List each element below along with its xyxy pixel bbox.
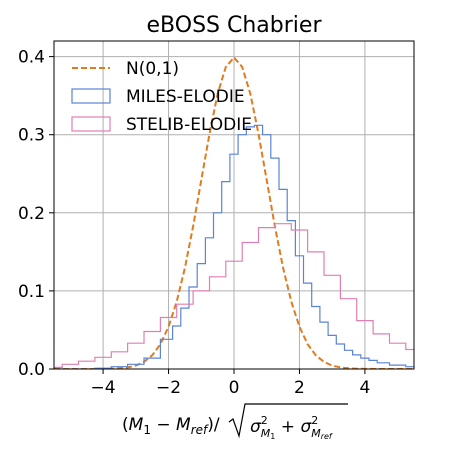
y-tick-label: 0.3 xyxy=(18,126,45,146)
svg-text:(M1 − Mref)/: (M1 − Mref)/ xyxy=(122,415,220,437)
x-tick-label: −2 xyxy=(156,378,181,398)
legend-label: STELIB-ELODIE xyxy=(126,115,252,135)
series-line-2 xyxy=(54,223,414,368)
chart-title: eBOSS Chabrier xyxy=(147,13,323,38)
legend-label: MILES-ELODIE xyxy=(126,87,245,107)
x-axis-label: (M1 − Mref)/ σ2 M1 + σ2 Mref xyxy=(122,403,348,441)
series-layer xyxy=(54,55,414,369)
x-tick-label: 4 xyxy=(359,378,370,398)
legend-swatch xyxy=(71,116,111,132)
y-tick-label: 0.0 xyxy=(18,360,45,380)
series-line-1 xyxy=(54,124,414,369)
y-tick-label: 0.2 xyxy=(18,204,45,224)
legend: N(0,1) MILES-ELODIE STELIB-ELODIE xyxy=(71,59,252,135)
series-line-0 xyxy=(54,55,414,369)
x-tick-label: −4 xyxy=(91,378,116,398)
x-tick-label: 2 xyxy=(294,378,305,398)
x-axis: −4 −2 0 2 4 xyxy=(91,369,370,398)
y-axis: 0.0 0.1 0.2 0.3 0.4 xyxy=(18,48,54,380)
legend-label: N(0,1) xyxy=(126,59,179,79)
legend-swatch xyxy=(71,88,111,104)
x-tick-label: 0 xyxy=(229,378,240,398)
y-tick-label: 0.1 xyxy=(18,282,45,302)
y-tick-label: 0.4 xyxy=(18,48,45,68)
